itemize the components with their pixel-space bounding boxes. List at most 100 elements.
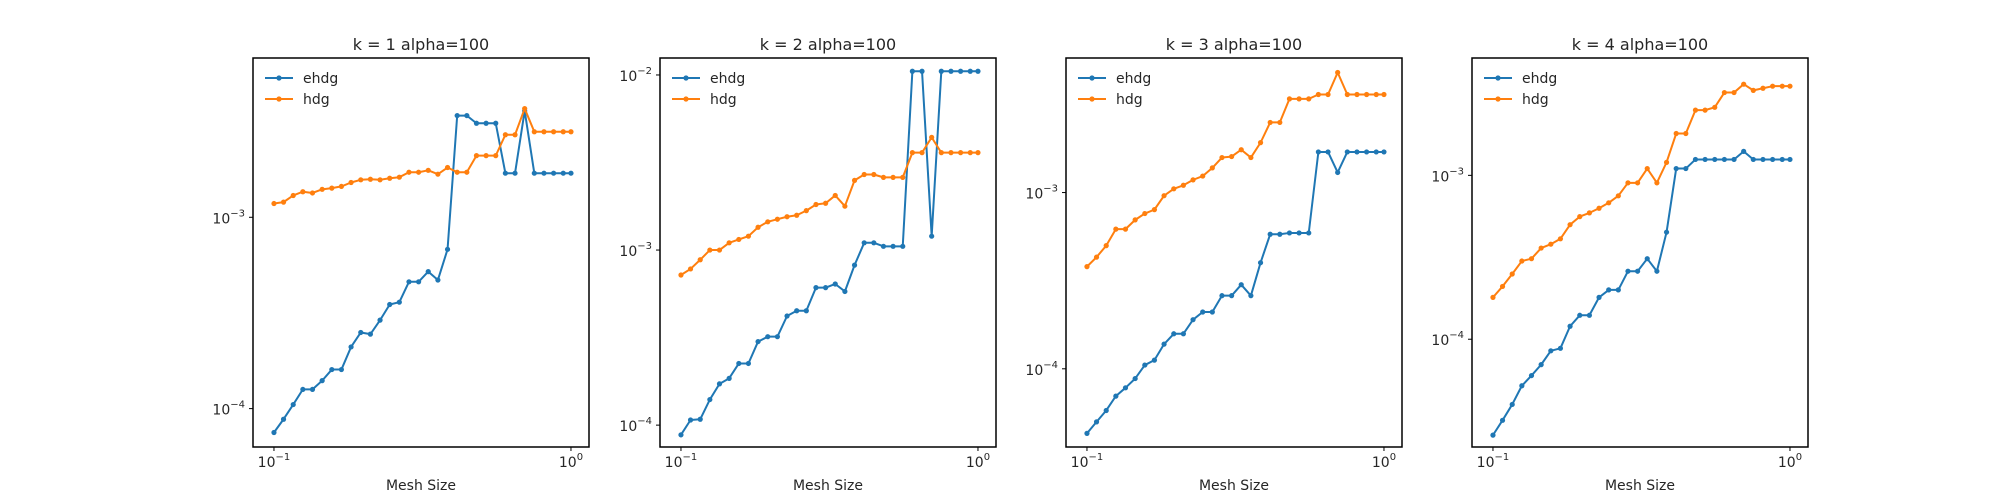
data-point-ehdg [1509, 401, 1515, 408]
data-point-ehdg [861, 240, 867, 246]
data-point-hdg [1538, 245, 1544, 251]
data-point-hdg [338, 183, 345, 190]
axes-frame [1065, 57, 1403, 448]
data-point-ehdg [1084, 430, 1090, 436]
data-point-hdg [813, 201, 819, 208]
data-point-hdg [1190, 177, 1196, 183]
data-point-hdg [464, 169, 470, 175]
legend-label-ehdg: ehdg [1522, 71, 1557, 87]
data-point-ehdg [416, 279, 422, 285]
data-point-hdg [551, 129, 557, 135]
data-point-hdg [1084, 264, 1090, 270]
data-point-ehdg [1286, 230, 1293, 236]
data-point-ehdg [716, 381, 723, 387]
data-point-hdg [1113, 226, 1119, 232]
data-point-hdg [1712, 104, 1718, 110]
data-point-ehdg [1712, 156, 1718, 163]
data-point-ehdg [1490, 432, 1496, 438]
series-line-ehdg [1086, 150, 1384, 435]
axes-frame [252, 57, 590, 448]
data-point-ehdg [435, 277, 441, 283]
data-point-ehdg [909, 68, 915, 74]
legend-marker-hdg [1089, 96, 1095, 102]
data-point-hdg [319, 186, 325, 192]
data-point-ehdg [1306, 230, 1312, 236]
data-point-hdg [967, 150, 973, 156]
chart-panel-2: k = 2 alpha=100 10−1 100 10−4 10−3 10−2 Mesh S… [619, 35, 997, 494]
data-point-ehdg [1151, 357, 1158, 363]
data-point-hdg [832, 192, 838, 199]
data-point-hdg [1219, 154, 1225, 161]
data-point-hdg [1721, 89, 1727, 96]
axes-frame [659, 57, 997, 448]
legend-marker-hdg [1495, 96, 1501, 102]
data-point-ehdg [678, 432, 684, 438]
data-point-ehdg [1721, 156, 1727, 163]
data-point-hdg [726, 240, 732, 246]
data-point-ehdg [300, 386, 306, 393]
chart-title: k = 1 alpha=100 [353, 35, 489, 54]
data-point-hdg [1750, 87, 1756, 93]
data-point-hdg [1142, 210, 1148, 217]
data-point-ehdg [842, 288, 848, 295]
data-point-ehdg [464, 112, 470, 119]
data-point-hdg [1344, 91, 1350, 98]
data-point-hdg [861, 171, 867, 178]
chart-title: k = 3 alpha=100 [1166, 35, 1302, 54]
data-point-ehdg [377, 317, 383, 323]
data-point-hdg [493, 153, 499, 159]
data-point-ehdg [1335, 169, 1341, 176]
data-point-ehdg [813, 285, 819, 291]
data-point-hdg [1209, 165, 1215, 171]
data-point-hdg [1132, 217, 1138, 223]
data-point-hdg [716, 247, 723, 253]
data-point-hdg [1335, 69, 1341, 76]
data-point-ehdg [1190, 317, 1196, 323]
data-point-hdg [1625, 180, 1631, 186]
data-point-ehdg [1354, 149, 1360, 155]
data-point-ehdg [1596, 294, 1602, 300]
y-tick-label: 10−4 [619, 416, 652, 435]
data-point-hdg [541, 129, 547, 135]
legend-label-ehdg: ehdg [1116, 71, 1151, 87]
data-point-ehdg [406, 279, 412, 285]
legend: ehdg hdg [265, 71, 338, 108]
data-point-ehdg [938, 68, 944, 74]
data-point-ehdg [358, 329, 364, 336]
data-point-ehdg [1200, 309, 1206, 315]
data-point-ehdg [1248, 293, 1254, 299]
data-point-ehdg [774, 334, 781, 340]
data-point-ehdg [1519, 383, 1525, 389]
data-point-hdg [745, 233, 752, 239]
data-point-ehdg [1103, 407, 1109, 414]
data-point-ehdg [387, 301, 393, 308]
legend-label-hdg: hdg [710, 92, 737, 108]
data-point-hdg [1606, 200, 1612, 206]
data-point-ehdg [1219, 293, 1225, 299]
data-point-hdg [890, 174, 896, 180]
data-point-ehdg [1548, 348, 1554, 354]
data-point-hdg [280, 199, 287, 205]
y-tick-label: 10−4 [1431, 330, 1464, 349]
data-point-ehdg [1277, 231, 1283, 237]
data-point-hdg [1731, 89, 1737, 96]
data-point-hdg [1663, 159, 1670, 165]
legend: ehdg hdg [672, 71, 745, 108]
data-point-hdg [765, 219, 771, 225]
data-point-hdg [1315, 91, 1321, 98]
data-point-ehdg [832, 281, 838, 287]
data-point-hdg [975, 150, 981, 156]
data-point-ehdg [1702, 156, 1708, 163]
data-point-hdg [851, 177, 858, 183]
data-point-ehdg [280, 416, 287, 422]
data-point-hdg [396, 174, 402, 180]
data-point-hdg [1122, 226, 1129, 232]
data-point-hdg [1267, 119, 1273, 126]
data-point-ehdg [1683, 165, 1689, 172]
data-point-hdg [560, 129, 566, 135]
data-point-ehdg [1093, 419, 1100, 425]
data-point-hdg [1683, 130, 1689, 137]
data-point-ehdg [1161, 341, 1167, 347]
data-point-hdg [842, 203, 848, 209]
